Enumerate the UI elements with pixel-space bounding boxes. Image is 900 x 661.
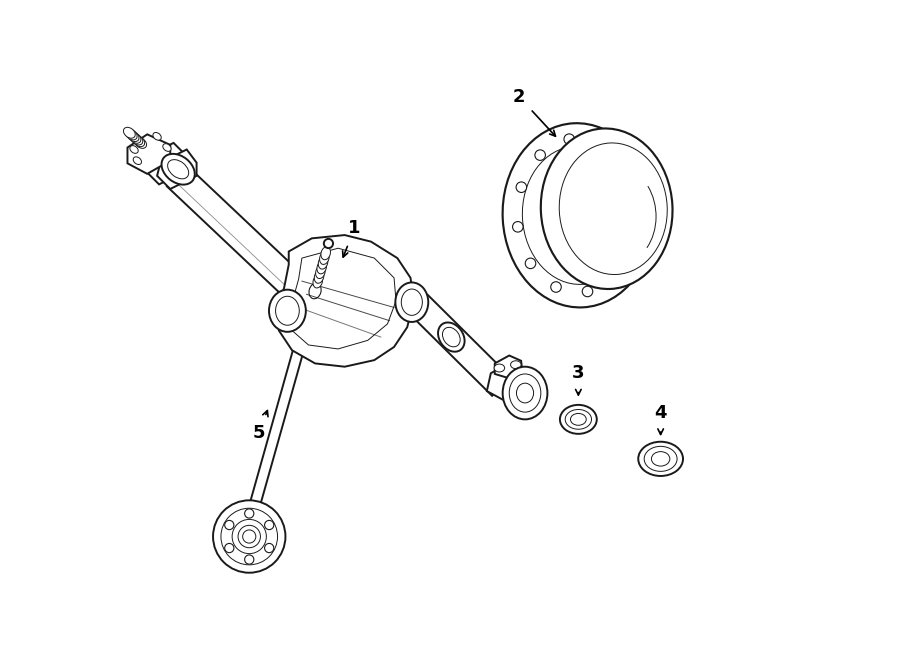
Ellipse shape <box>516 182 526 192</box>
Ellipse shape <box>551 282 562 292</box>
Ellipse shape <box>309 283 321 299</box>
Ellipse shape <box>133 136 145 147</box>
Ellipse shape <box>213 500 285 572</box>
Text: 1: 1 <box>348 219 361 237</box>
Ellipse shape <box>634 198 644 209</box>
Ellipse shape <box>265 520 274 529</box>
Text: 4: 4 <box>654 404 667 422</box>
Polygon shape <box>495 356 522 378</box>
Ellipse shape <box>582 286 593 297</box>
Ellipse shape <box>560 405 597 434</box>
Polygon shape <box>166 165 305 298</box>
Ellipse shape <box>503 367 547 419</box>
Ellipse shape <box>317 261 327 274</box>
Ellipse shape <box>123 128 135 138</box>
Ellipse shape <box>130 145 139 153</box>
Ellipse shape <box>319 256 328 269</box>
Ellipse shape <box>630 238 641 249</box>
Ellipse shape <box>596 138 606 149</box>
Ellipse shape <box>131 134 143 145</box>
Ellipse shape <box>153 132 161 140</box>
Ellipse shape <box>494 364 505 372</box>
Ellipse shape <box>269 290 306 332</box>
Polygon shape <box>158 149 196 189</box>
Polygon shape <box>146 143 186 184</box>
Ellipse shape <box>163 143 171 151</box>
Ellipse shape <box>324 239 333 248</box>
Ellipse shape <box>243 530 256 543</box>
Ellipse shape <box>245 555 254 564</box>
Ellipse shape <box>129 132 141 143</box>
Text: 2: 2 <box>513 88 526 106</box>
Ellipse shape <box>225 520 234 529</box>
Ellipse shape <box>541 128 672 289</box>
Ellipse shape <box>135 137 147 148</box>
Ellipse shape <box>526 258 536 268</box>
Polygon shape <box>277 235 414 367</box>
Ellipse shape <box>564 134 574 145</box>
Polygon shape <box>244 290 320 526</box>
Ellipse shape <box>510 361 521 369</box>
Ellipse shape <box>621 162 632 173</box>
Ellipse shape <box>395 282 428 322</box>
Ellipse shape <box>502 123 654 307</box>
Text: 5: 5 <box>253 424 266 442</box>
Ellipse shape <box>225 543 234 553</box>
Ellipse shape <box>314 270 324 284</box>
Ellipse shape <box>125 129 137 140</box>
Ellipse shape <box>559 143 667 274</box>
Ellipse shape <box>127 131 139 141</box>
Ellipse shape <box>316 266 325 278</box>
Ellipse shape <box>313 275 322 288</box>
Polygon shape <box>487 364 527 400</box>
Ellipse shape <box>245 509 254 518</box>
Ellipse shape <box>513 221 523 232</box>
Text: 3: 3 <box>572 364 585 382</box>
Ellipse shape <box>638 442 683 476</box>
Ellipse shape <box>611 270 622 281</box>
Ellipse shape <box>265 543 274 553</box>
Ellipse shape <box>535 150 545 161</box>
Polygon shape <box>128 134 170 174</box>
Ellipse shape <box>161 154 194 184</box>
Ellipse shape <box>321 247 330 260</box>
Polygon shape <box>410 295 510 396</box>
Ellipse shape <box>438 323 464 352</box>
Ellipse shape <box>522 146 634 284</box>
Ellipse shape <box>133 157 141 165</box>
Ellipse shape <box>320 252 329 264</box>
